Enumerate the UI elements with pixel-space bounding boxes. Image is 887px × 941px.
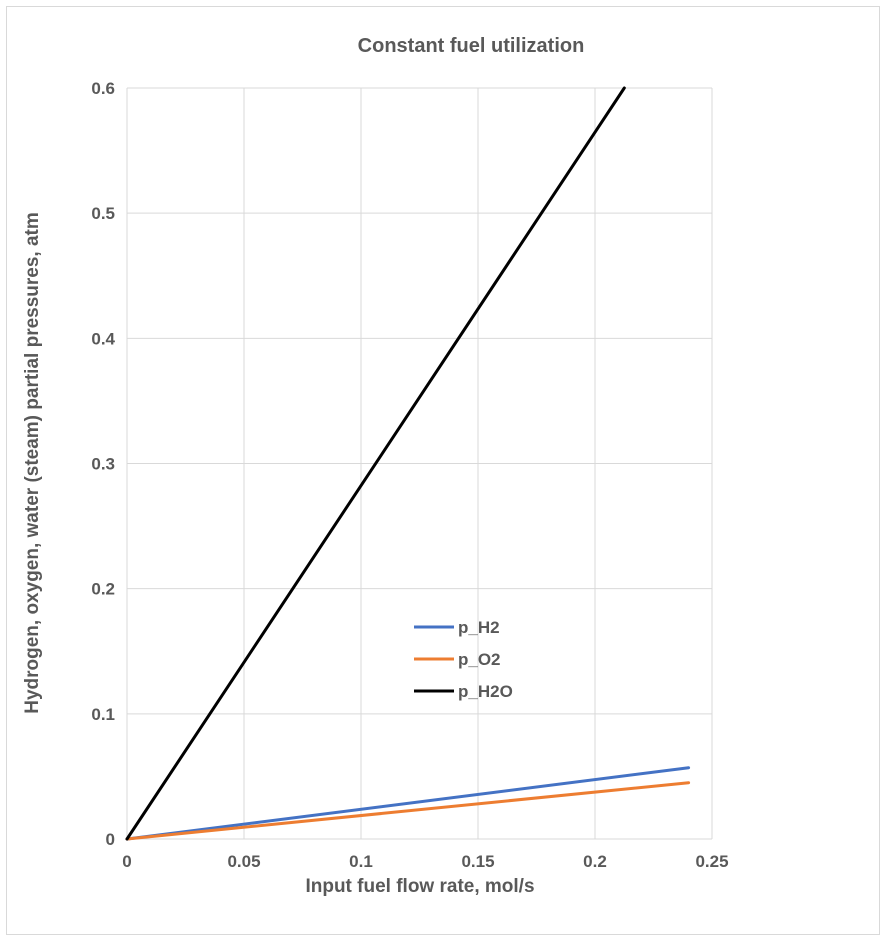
x-tick-label: 0.2 xyxy=(583,852,607,871)
legend-label-p-h2o: p_H2O xyxy=(458,682,513,701)
axes xyxy=(126,88,712,840)
x-tick-label: 0.15 xyxy=(461,852,494,871)
x-tick-label: 0.1 xyxy=(349,852,373,871)
legend-label-p-o2: p_O2 xyxy=(458,650,501,669)
y-tick-label: 0.4 xyxy=(91,329,115,348)
y-tick-label: 0.1 xyxy=(91,705,115,724)
y-tick-label: 0.5 xyxy=(91,204,115,223)
y-tick-label: 0.3 xyxy=(91,455,115,474)
grid xyxy=(127,87,713,839)
tick-labels: 0 0.1 0.2 0.3 0.4 0.5 0.6 0 0.05 0.1 0.15 0.2 0.25 xyxy=(91,79,728,871)
y-tick-label: 0 xyxy=(106,830,115,849)
x-tick-label: 0 xyxy=(122,852,131,871)
x-tick-label: 0.05 xyxy=(227,852,260,871)
chart-title: Constant fuel utilization xyxy=(358,35,585,57)
series-lines xyxy=(125,86,691,841)
legend-label-p-h2: p_H2 xyxy=(458,618,500,637)
y-axis-title: Hydrogen, oxygen, water (steam) partial … xyxy=(22,212,43,714)
series-line-p-o2 xyxy=(125,781,691,841)
x-axis-title: Input fuel flow rate, mol/s xyxy=(305,876,534,897)
y-tick-label: 0.6 xyxy=(91,79,115,98)
chart-frame xyxy=(6,6,880,935)
series-line-p-h2o xyxy=(125,86,626,841)
y-tick-label: 0.2 xyxy=(91,580,115,599)
series-line-p-h2 xyxy=(125,766,691,841)
x-tick-label: 0.25 xyxy=(695,852,728,871)
legend: p_H2 p_O2 p_H2O xyxy=(414,618,513,701)
